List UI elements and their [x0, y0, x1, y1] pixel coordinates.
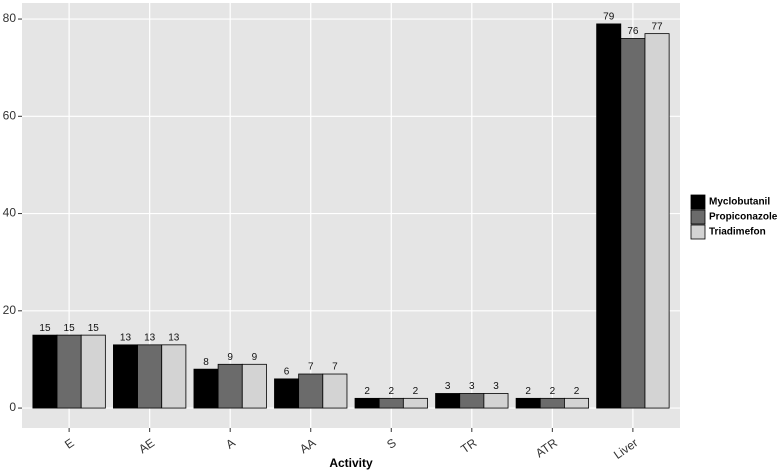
value-label: 15	[88, 323, 100, 334]
legend-label: Triadimefon	[709, 227, 766, 238]
y-tick-label: 80	[3, 11, 17, 25]
bar	[378, 397, 404, 409]
x-tick-label: E	[62, 436, 77, 452]
legend-swatch	[690, 209, 706, 225]
bar	[620, 38, 646, 409]
bar	[402, 397, 428, 409]
legend-label: Propiconazole	[709, 212, 778, 223]
value-label: 6	[284, 367, 290, 378]
x-tick-label: S	[384, 436, 399, 452]
bar	[354, 397, 380, 409]
bar	[564, 397, 589, 409]
value-label: 79	[603, 12, 615, 23]
value-label: 2	[413, 386, 419, 397]
bar	[435, 393, 461, 409]
value-label: 2	[388, 386, 394, 397]
value-label: 2	[550, 386, 556, 397]
value-label: 2	[525, 386, 531, 397]
x-axis-title: Activity	[329, 456, 373, 470]
bar	[322, 373, 348, 409]
bar	[298, 373, 324, 409]
value-label: 7	[332, 362, 338, 373]
bar	[459, 393, 485, 409]
bar	[644, 33, 670, 409]
value-label: 8	[203, 357, 209, 368]
legend-swatch	[690, 224, 706, 240]
x-tick-label: AE	[136, 436, 157, 457]
bar	[515, 397, 541, 409]
bar	[113, 344, 138, 409]
value-label: 13	[120, 332, 132, 343]
bar	[596, 23, 622, 409]
value-label: 15	[64, 323, 76, 334]
bar	[193, 368, 219, 409]
value-label: 76	[627, 26, 639, 37]
legend-swatch	[690, 194, 706, 210]
bar	[161, 344, 187, 409]
y-tick-label: 20	[3, 303, 17, 317]
bar	[483, 393, 509, 409]
x-tick-label: AA	[297, 436, 318, 457]
y-tick-label: 40	[3, 206, 17, 220]
value-label: 3	[493, 381, 499, 392]
value-label: 3	[469, 381, 475, 392]
x-tick-label: A	[223, 436, 238, 452]
value-label: 9	[252, 352, 258, 363]
bar	[217, 363, 243, 409]
x-tick-label: Liver	[611, 436, 640, 462]
bar	[56, 334, 82, 409]
bar	[32, 334, 58, 409]
bar	[80, 334, 106, 409]
legend-label: Myclobutanil	[709, 197, 770, 208]
bar	[241, 363, 267, 409]
x-tick-label: ATR	[533, 435, 560, 460]
bar	[137, 344, 163, 409]
value-label: 9	[227, 352, 233, 363]
x-tick-label: TR	[458, 435, 479, 456]
value-label: 77	[651, 21, 663, 32]
value-label: 7	[308, 362, 314, 373]
bar	[539, 397, 565, 409]
value-label: 2	[364, 386, 370, 397]
value-label: 2	[574, 386, 580, 397]
value-label: 13	[168, 332, 180, 343]
y-tick-label: 60	[3, 108, 17, 122]
bar	[274, 378, 300, 409]
value-label: 3	[445, 381, 451, 392]
y-tick-label: 0	[9, 400, 16, 414]
value-label: 13	[144, 332, 156, 343]
value-label: 15	[39, 323, 51, 334]
